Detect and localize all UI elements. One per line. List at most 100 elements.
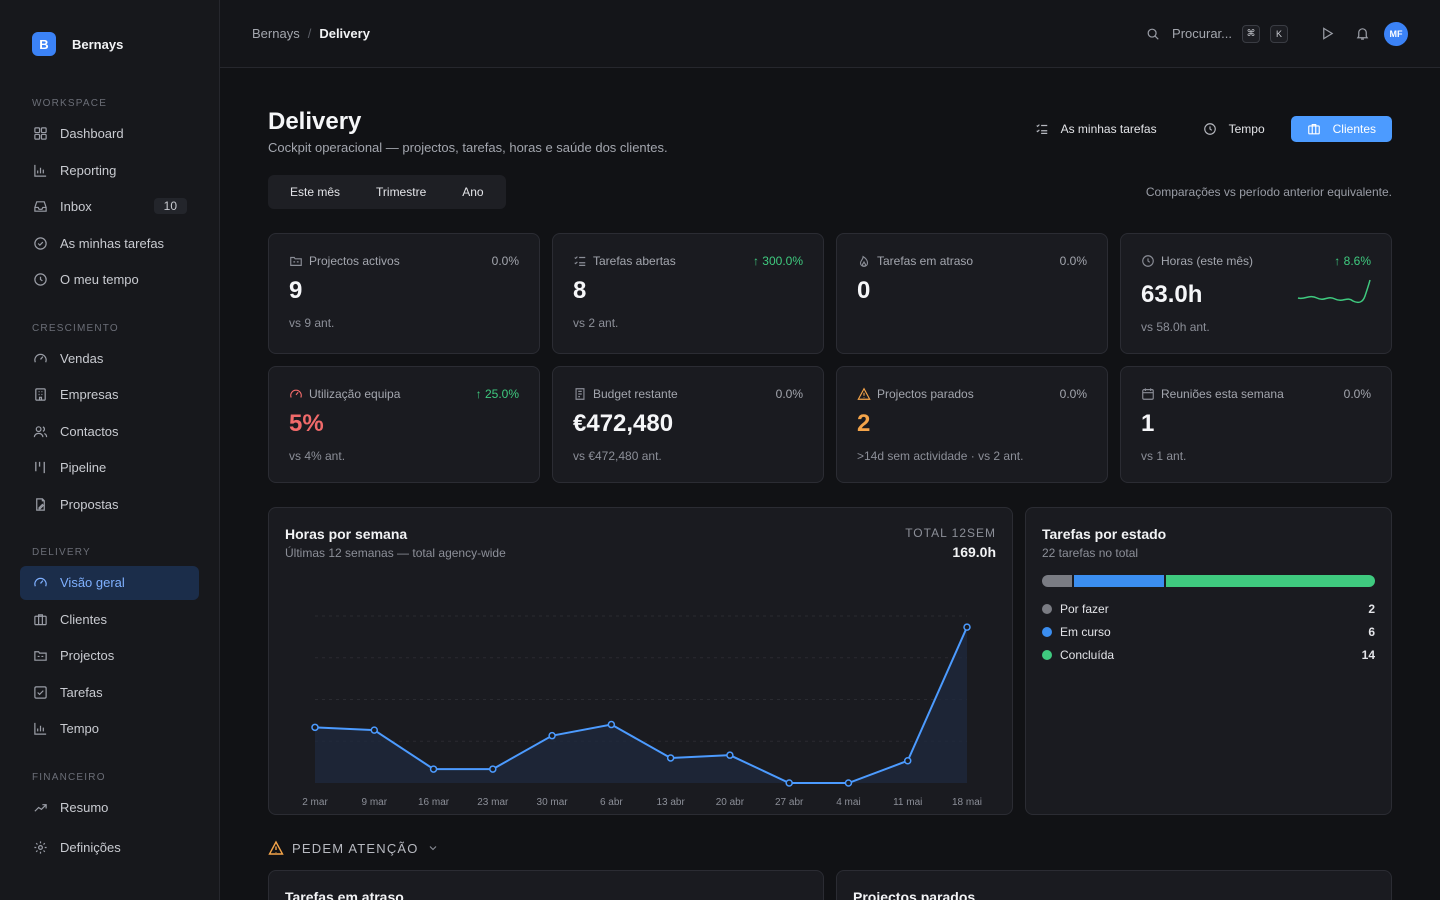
building-icon [32,387,48,403]
data-point [903,756,912,765]
sidebar-item-settings[interactable]: Definições [20,830,199,864]
sidebar-section-label: FINANCEIRO [32,771,106,783]
sidebar-item-inbox[interactable]: Inbox 10 [20,190,199,224]
sidebar-item-proposals[interactable]: Propostas [20,487,199,521]
brand[interactable]: B Bernays [20,0,199,88]
data-point [963,623,971,631]
kpi-delta-value: 0.0% [775,387,803,401]
x-tick-label: 16 mar [418,797,450,808]
calendar-icon [1141,387,1155,401]
kpi-value: 8 [573,277,587,304]
sidebar-item-my-time[interactable]: O meu tempo [20,263,199,297]
data-point [429,765,438,773]
warning-icon [857,387,871,401]
brand-name: Bernays [72,36,124,52]
sidebar-item-projects[interactable]: Projectos [20,639,199,673]
data-point [311,723,319,732]
my-tasks-button[interactable]: As minhas tarefas [1023,116,1169,142]
kpi-label: Budget restante [593,387,678,401]
sidebar-item-pipeline[interactable]: Pipeline [20,451,199,485]
kpi-card[interactable]: Tarefas abertas ↑ 300.0% 8 vs 2 ant. [552,233,824,354]
kpi-subtext: vs 9 ant. [289,316,335,330]
kpi-card[interactable]: Horas (este mês) ↑ 8.6% 63.0h vs 58.0h a… [1120,233,1392,354]
kpi-card[interactable]: Projectos activos 0.0% 9 vs 9 ant. [268,233,540,354]
sidebar-item-contacts[interactable]: Contactos [20,414,199,448]
sidebar-item-summary[interactable]: Resumo [20,790,199,824]
x-tick-label: 6 abr [600,797,623,808]
stalled-projects-card[interactable]: Projectos parados [836,870,1392,900]
data-point [844,779,853,787]
sidebar-item-tasks[interactable]: Tarefas [20,675,199,709]
overdue-tasks-card[interactable]: Tarefas em atraso [268,870,824,900]
kpi-label: Reuniões esta semana [1161,387,1284,401]
my-tasks-label: As minhas tarefas [1060,122,1157,136]
kpi-subtext: vs 58.0h ant. [1141,320,1210,334]
data-point [548,731,556,740]
inbox-count-badge: 10 [153,197,187,214]
sidebar-section-label: DELIVERY [32,547,91,558]
period-this-month[interactable]: Este mês [290,185,341,199]
kpi-label: Tarefas em atraso [877,254,974,268]
clients-label: Clientes [1332,122,1376,136]
period-row: Este mês Trimestre Ano Comparações vs pe… [268,175,1392,209]
sidebar-item-time[interactable]: Tempo [20,712,199,746]
clock-icon [1203,122,1217,136]
status-count: 14 [1361,647,1375,662]
kpi-header: Projectos activos 0.0% [289,254,519,268]
kpi-value: €472,480 [573,410,674,437]
briefcase-icon [1307,122,1321,136]
x-tick-label: 13 abr [656,797,685,808]
bar-chart-icon [32,162,48,178]
sidebar-item-sales[interactable]: Vendas [20,341,199,375]
kpi-card[interactable]: Tarefas em atraso 0.0% 0 [836,233,1108,354]
kpi-label: Horas (este mês) [1161,254,1254,268]
gauge-icon [32,350,48,366]
attention-toggle[interactable]: PEDEM ATENÇÃO [268,840,1392,856]
kpi-card[interactable]: Reuniões esta semana 0.0% 1 vs 1 ant. [1120,366,1392,483]
period-year[interactable]: Ano [462,185,484,199]
sidebar-group-growth: CRESCIMENTO Vendas Empresas Contactos Pi… [20,319,199,522]
sidebar-item-reporting[interactable]: Reporting [20,153,199,187]
x-tick-label: 18 mai [952,797,982,808]
time-button[interactable]: Tempo [1191,116,1277,142]
kpi-subtext: >14d sem actividade · vs 2 ant. [857,449,1024,463]
clients-button[interactable]: Clientes [1290,116,1392,142]
sidebar-item-label: Resumo [60,799,109,815]
status-legend-item: Concluída 14 [1042,643,1375,666]
breadcrumb-root[interactable]: Bernays [252,26,300,41]
kpi-value: 1 [1141,410,1155,437]
kpi-label: Projectos activos [309,254,400,268]
kpi-subtext: vs €472,480 ant. [573,449,662,463]
kpi-card[interactable]: Budget restante 0.0% €472,480 vs €472,48… [552,366,824,483]
status-count: 2 [1368,601,1375,616]
sidebar-item-overview[interactable]: Visão geral [20,565,199,600]
search-placeholder: Procurar... [1172,26,1232,41]
check-circle-icon [32,235,48,251]
status-legend-item: Por fazer 2 [1042,597,1375,620]
sidebar-item-label: Tempo [60,721,100,736]
kpi-delta: 0.0% [776,387,803,401]
sidebar-item-clients[interactable]: Clientes [20,602,199,636]
inbox-icon [32,199,48,215]
kpi-label: Projectos parados [877,387,974,401]
sidebar-item-my-tasks[interactable]: As minhas tarefas [20,226,199,260]
avatar[interactable]: MF [1384,21,1408,46]
sidebar-item-dashboard[interactable]: Dashboard [20,117,199,151]
grid-icon [32,126,48,142]
sidebar-item-label: O meu tempo [60,272,139,287]
status-dot [1042,603,1052,614]
panel-subtitle: 22 tarefas no total [1042,546,1139,560]
kpi-card[interactable]: Projectos parados 0.0% 2 >14d sem activi… [836,366,1108,483]
sidebar-item-label: Tarefas [60,684,103,700]
kpi-header: Tarefas em atraso 0.0% [857,254,1087,268]
play-icon[interactable] [1320,26,1335,41]
sidebar-item-companies[interactable]: Empresas [20,378,199,412]
document-edit-icon [32,496,48,512]
kpi-card[interactable]: Utilização equipa ↑ 25.0% 5% vs 4% ant. [268,366,540,483]
kpi-header: Horas (este mês) ↑ 8.6% [1141,254,1371,268]
bell-icon[interactable] [1355,26,1370,41]
sidebar-item-label: Inbox [60,199,92,214]
arrow-up-icon: ↑ [1334,254,1344,268]
search-input[interactable]: Procurar... ⌘ K [1146,24,1288,43]
period-quarter[interactable]: Trimestre [376,185,427,199]
